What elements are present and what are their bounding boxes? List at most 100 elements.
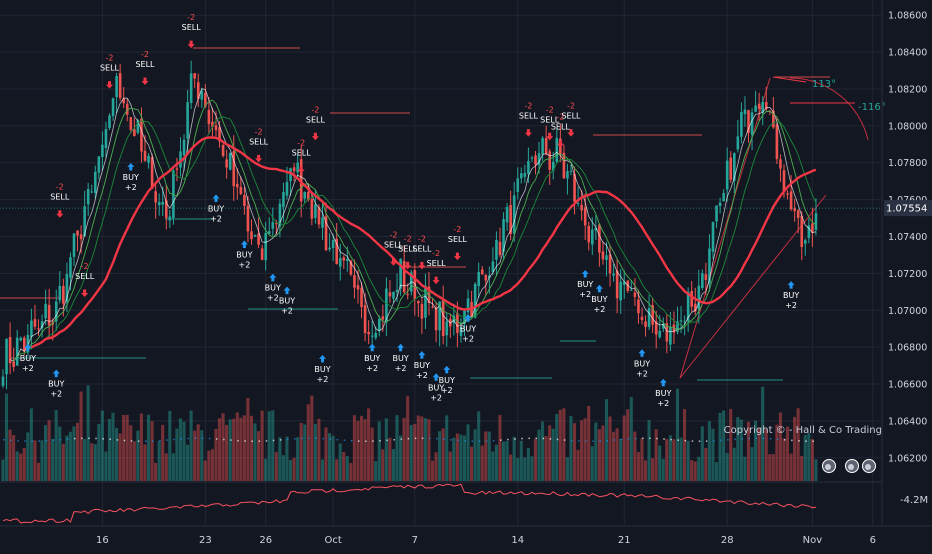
sell-value: -2	[81, 262, 89, 271]
volume-ma-dot	[705, 440, 708, 442]
volume-ma-dot	[812, 440, 814, 442]
volume-bar	[58, 426, 62, 481]
volume-bar	[658, 445, 662, 481]
candle-body	[381, 316, 385, 320]
indicator-icon-dot	[865, 464, 871, 470]
sell-value: -2	[567, 102, 575, 111]
volume-ma-dot	[59, 438, 62, 441]
volume-ma-dot	[379, 440, 381, 442]
candle-body	[452, 315, 456, 324]
volume-ma-dot	[109, 438, 111, 441]
sell-value: -2	[297, 138, 305, 147]
candle-body	[360, 287, 363, 308]
candle-body	[76, 230, 79, 236]
sell-label: SELL	[412, 244, 432, 253]
volume-bar	[746, 421, 750, 481]
sell-value: -2	[187, 13, 195, 22]
volume-bar	[800, 455, 804, 481]
time-axis[interactable]: 16 23 26 Oct 7 14 21 28 Nov 6	[96, 535, 876, 546]
buy-label: BUY	[428, 383, 444, 392]
candle-body	[317, 207, 321, 225]
volume-ma-dot	[308, 437, 310, 440]
volume-bar	[509, 454, 513, 481]
candle-body	[104, 129, 108, 149]
candle-body	[569, 170, 573, 172]
candle-body	[512, 195, 516, 234]
volume-bar	[154, 462, 158, 481]
candle-body	[193, 73, 196, 79]
volume-ma-dot	[66, 438, 69, 440]
volume-ma-dot	[727, 439, 729, 441]
volume-bar	[636, 452, 640, 481]
buy-value: +2	[50, 390, 62, 399]
volume-bar	[789, 453, 793, 481]
candle-body	[186, 102, 189, 139]
candle-body	[658, 330, 662, 338]
volume-bar	[672, 439, 676, 481]
volume-bar	[65, 435, 69, 481]
volume-ma-dot	[145, 440, 147, 442]
volume-ma-dot	[251, 440, 253, 442]
candle-body	[683, 321, 686, 323]
angle-arc	[789, 77, 869, 141]
volume-bar	[44, 425, 48, 481]
buy-arrow	[127, 163, 135, 171]
buy-label: BUY	[591, 295, 607, 304]
candle-body	[562, 152, 566, 179]
candle-body	[196, 82, 200, 99]
volume-bar	[335, 459, 339, 481]
candle-body	[622, 281, 626, 285]
sell-arrow	[567, 129, 575, 137]
candle-body	[438, 301, 441, 331]
volume-bar	[139, 413, 143, 481]
volume-bar	[594, 422, 598, 481]
volume-ma-dot	[166, 439, 168, 441]
volume-bar	[466, 424, 470, 481]
volume-ma-dot	[649, 437, 651, 440]
volume-ma-dot	[336, 438, 339, 441]
candle-body	[637, 299, 640, 314]
volume-ma-dot	[365, 440, 367, 442]
volume-bar	[597, 429, 601, 481]
volume-indicator-icons[interactable]	[822, 459, 876, 473]
candle-body	[23, 337, 26, 352]
volume-bar	[665, 439, 669, 481]
candle-body	[228, 152, 232, 170]
volume-ma-dot	[237, 439, 239, 442]
volume-ma-dot	[563, 439, 566, 441]
volume-bar	[189, 410, 193, 481]
time-tick-label: 26	[259, 535, 272, 546]
candle-body	[530, 157, 534, 159]
candle-body	[79, 234, 83, 240]
candle-body	[541, 138, 544, 155]
volume-bar	[778, 412, 782, 481]
buy-arrow	[212, 194, 220, 202]
volume-bar	[68, 431, 72, 481]
candle-body	[708, 248, 711, 284]
candle-body	[520, 173, 523, 179]
volume-ma-dot	[421, 437, 424, 440]
volume-ma-dot	[578, 440, 580, 442]
time-tick-label: Oct	[325, 535, 342, 546]
sell-label: SELL	[135, 60, 155, 69]
volume-bar	[572, 423, 577, 481]
buy-label: BUY	[314, 365, 330, 374]
candle-body	[630, 289, 633, 291]
volume-ma-dot	[791, 439, 793, 442]
volume-bar	[750, 447, 754, 481]
candle-body	[353, 275, 356, 288]
volume-bar	[239, 417, 243, 481]
candle-body	[246, 205, 250, 232]
candle-body	[179, 151, 182, 168]
candle-body	[86, 188, 90, 205]
candle-body	[385, 288, 388, 323]
candle-body	[754, 105, 757, 112]
buy-signal: BUY+2	[460, 314, 476, 343]
angle-annotations: 113° -116°	[812, 79, 886, 113]
